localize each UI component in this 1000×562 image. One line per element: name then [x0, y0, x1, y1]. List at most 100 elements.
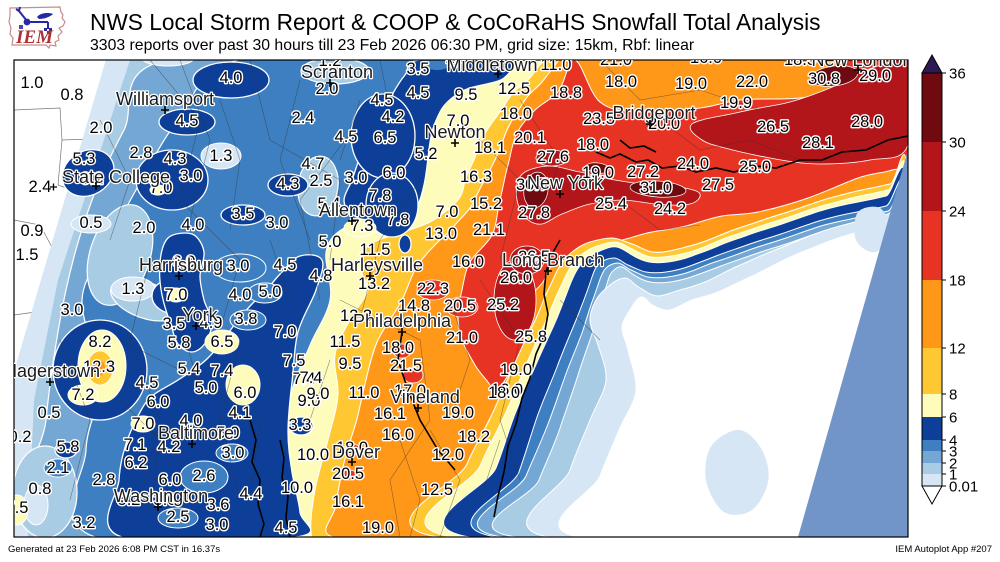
svg-text:IEM: IEM — [15, 27, 54, 48]
svg-text:0.5: 0.5 — [38, 404, 61, 422]
svg-text:16.3: 16.3 — [460, 168, 492, 186]
svg-text:2.1: 2.1 — [47, 459, 70, 477]
svg-text:4.0: 4.0 — [180, 412, 203, 430]
svg-text:18.1: 18.1 — [474, 139, 506, 157]
svg-text:0.2: 0.2 — [9, 428, 32, 446]
svg-text:3.0: 3.0 — [266, 214, 289, 232]
svg-text:0.9: 0.9 — [21, 222, 44, 240]
svg-text:31.0: 31.0 — [640, 179, 672, 197]
svg-text:Allentown: Allentown — [319, 200, 397, 220]
svg-text:25.8: 25.8 — [515, 328, 547, 346]
svg-text:5.2: 5.2 — [415, 145, 438, 163]
svg-text:19.0: 19.0 — [582, 164, 614, 182]
svg-text:6.5: 6.5 — [374, 129, 397, 147]
svg-text:18.8: 18.8 — [550, 84, 582, 102]
svg-text:1: 1 — [949, 467, 957, 484]
svg-text:4.8: 4.8 — [310, 267, 333, 285]
svg-text:2.8: 2.8 — [93, 471, 116, 489]
svg-text:27.2: 27.2 — [627, 163, 659, 181]
svg-text:3.0: 3.0 — [345, 169, 368, 187]
svg-text:9.0: 9.0 — [298, 392, 321, 410]
svg-text:6.2: 6.2 — [125, 454, 148, 472]
svg-text:7.8: 7.8 — [387, 211, 410, 229]
svg-text:8: 8 — [949, 387, 957, 404]
svg-text:16.0: 16.0 — [452, 253, 484, 271]
svg-text:12.0: 12.0 — [432, 446, 464, 464]
svg-text:4.2: 4.2 — [382, 108, 405, 126]
svg-text:2.0: 2.0 — [90, 119, 113, 137]
svg-text:New York: New York — [527, 173, 604, 193]
svg-text:4.5: 4.5 — [275, 519, 298, 537]
svg-text:5.0: 5.0 — [217, 424, 240, 442]
svg-text:16.1: 16.1 — [374, 405, 406, 423]
svg-text:4.0: 4.0 — [229, 286, 252, 304]
svg-text:16.0: 16.0 — [491, 381, 523, 399]
svg-text:13.2: 13.2 — [358, 275, 390, 293]
svg-text:6.0: 6.0 — [159, 471, 182, 489]
svg-text:36: 36 — [949, 66, 966, 83]
svg-text:29.0: 29.0 — [859, 67, 891, 85]
svg-text:Dover: Dover — [332, 442, 380, 462]
svg-text:3.5: 3.5 — [232, 205, 255, 223]
svg-text:20.5: 20.5 — [444, 297, 476, 315]
svg-text:7.4: 7.4 — [293, 370, 316, 388]
svg-text:NWS Local Storm Report & COOP: NWS Local Storm Report & COOP & CoCoRaHS… — [90, 9, 820, 35]
svg-text:6.5: 6.5 — [211, 333, 234, 351]
svg-text:5.8: 5.8 — [168, 334, 191, 352]
svg-text:12.5: 12.5 — [498, 80, 530, 98]
svg-text:23.5: 23.5 — [583, 110, 615, 128]
svg-text:4.5: 4.5 — [335, 128, 358, 146]
svg-text:7.1: 7.1 — [124, 436, 147, 454]
svg-text:Harleysville: Harleysville — [331, 255, 423, 275]
svg-text:30.7: 30.7 — [516, 176, 548, 194]
svg-text:17.0: 17.0 — [394, 382, 426, 400]
svg-text:7.5: 7.5 — [6, 499, 29, 517]
svg-text:4.3: 4.3 — [164, 150, 187, 168]
svg-text:2.5: 2.5 — [167, 508, 190, 526]
svg-text:7.2: 7.2 — [72, 386, 95, 404]
svg-text:4.3: 4.3 — [277, 175, 300, 193]
svg-text:State College: State College — [62, 167, 170, 187]
svg-text:4.0: 4.0 — [220, 69, 243, 87]
svg-text:19.9: 19.9 — [720, 94, 752, 112]
svg-text:1.5: 1.5 — [16, 246, 39, 264]
svg-text:24.0: 24.0 — [677, 155, 709, 173]
svg-text:19.0: 19.0 — [362, 519, 394, 537]
svg-text:4.2: 4.2 — [158, 438, 181, 456]
svg-text:14.8: 14.8 — [398, 297, 430, 315]
svg-text:13.0: 13.0 — [425, 225, 457, 243]
svg-text:4.4: 4.4 — [240, 485, 263, 503]
svg-text:4: 4 — [949, 433, 957, 450]
svg-text:18.0: 18.0 — [382, 339, 414, 357]
svg-text:4.5: 4.5 — [136, 374, 159, 392]
svg-text:5.4: 5.4 — [318, 195, 341, 213]
svg-text:7.4: 7.4 — [300, 369, 323, 387]
svg-text:3.8: 3.8 — [235, 310, 258, 328]
svg-text:27.8: 27.8 — [518, 204, 550, 222]
svg-text:26.5: 26.5 — [757, 118, 789, 136]
svg-text:3.2: 3.2 — [73, 514, 96, 532]
svg-text:11.0: 11.0 — [541, 56, 572, 74]
svg-text:21.5: 21.5 — [390, 357, 422, 375]
svg-text:15.2: 15.2 — [470, 195, 502, 213]
svg-text:7.5: 7.5 — [283, 352, 306, 370]
svg-text:16.1: 16.1 — [332, 493, 364, 511]
svg-text:2.4: 2.4 — [29, 178, 52, 196]
svg-text:3.5: 3.5 — [407, 60, 430, 78]
svg-text:5.0: 5.0 — [195, 379, 218, 397]
svg-text:7.4: 7.4 — [211, 362, 234, 380]
svg-text:Newton: Newton — [424, 122, 485, 142]
svg-text:Bridgeport: Bridgeport — [612, 103, 695, 123]
svg-text:18.0: 18.0 — [336, 439, 368, 457]
svg-text:0.01: 0.01 — [949, 479, 978, 496]
svg-text:18.2: 18.2 — [458, 428, 490, 446]
svg-text:4.5: 4.5 — [407, 84, 430, 102]
svg-text:11.5: 11.5 — [360, 241, 391, 259]
svg-text:9.5: 9.5 — [455, 86, 478, 104]
svg-text:7.0: 7.0 — [447, 112, 470, 130]
svg-text:19.0: 19.0 — [442, 404, 474, 422]
svg-text:4.1: 4.1 — [229, 404, 252, 422]
svg-text:12.5: 12.5 — [421, 481, 453, 499]
svg-text:6.0: 6.0 — [234, 384, 257, 402]
svg-text:11.5: 11.5 — [330, 333, 361, 351]
